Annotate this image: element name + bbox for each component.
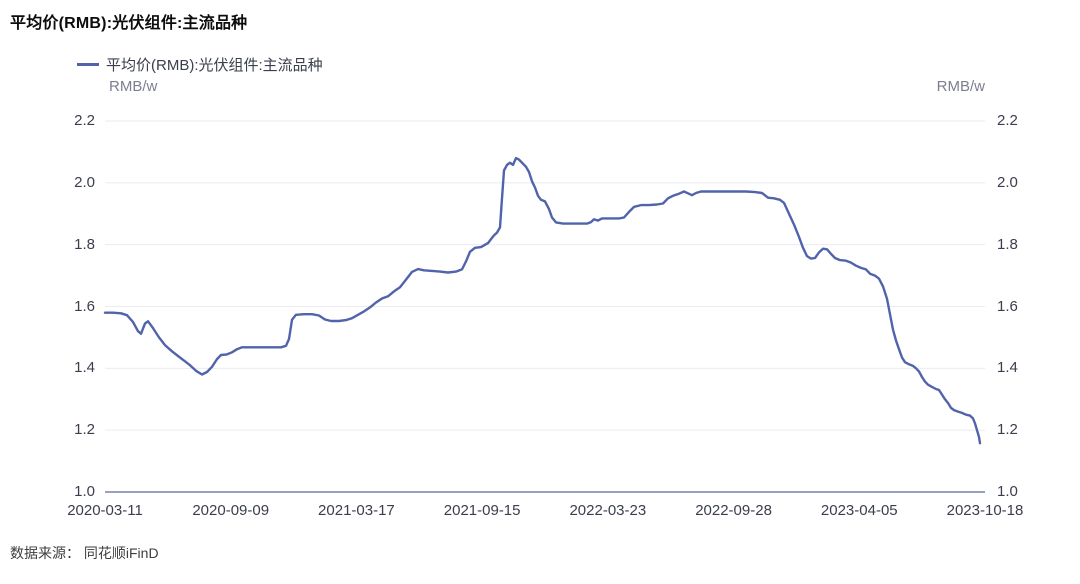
y-tick-label-right: 1.4 <box>997 359 1018 377</box>
y-tick-label-left: 1.6 <box>74 297 95 315</box>
x-tick-label: 2020-09-09 <box>192 502 270 519</box>
data-source: 数据来源： 同花顺iFinD <box>10 545 159 561</box>
y-tick-label-right: 1.8 <box>997 235 1018 253</box>
legend: 平均价(RMB):光伏组件:主流品种 <box>77 54 323 75</box>
y-tick-label-right: 1.2 <box>997 421 1018 439</box>
x-tick-label: 2023-04-05 <box>820 502 898 519</box>
y-tick-label-right: 1.0 <box>997 483 1018 500</box>
legend-label: 平均价(RMB):光伏组件:主流品种 <box>106 57 323 74</box>
y-axis-unit-left: RMB/w <box>109 78 158 95</box>
x-tick-label: 2021-03-17 <box>318 502 395 519</box>
y-tick-label-left: 1.8 <box>74 235 95 253</box>
x-tick-label: 2020-03-11 <box>67 502 143 519</box>
x-tick-label: 2022-09-28 <box>695 502 772 519</box>
y-tick-label-left: 1.0 <box>74 483 95 500</box>
y-tick-label-right: 1.6 <box>997 297 1018 315</box>
legend-line-swatch-icon <box>77 63 99 66</box>
y-tick-label-left: 1.4 <box>74 359 95 377</box>
x-tick-label: 2021-09-15 <box>443 502 521 519</box>
y-tick-label-right: 2.0 <box>997 173 1018 191</box>
chart-title: 平均价(RMB):光伏组件:主流品种 <box>10 15 248 32</box>
y-tick-label-left: 1.2 <box>74 421 95 439</box>
x-tick-label: 2023-10-18 <box>946 502 1024 519</box>
y-tick-label-right: 2.2 <box>997 112 1018 129</box>
y-tick-label-left: 2.2 <box>74 112 95 129</box>
x-tick-label: 2022-03-23 <box>569 502 647 519</box>
price-line <box>103 156 982 445</box>
y-tick-label-left: 2.0 <box>74 173 95 191</box>
y-axis-unit-right: RMB/w <box>936 78 985 95</box>
